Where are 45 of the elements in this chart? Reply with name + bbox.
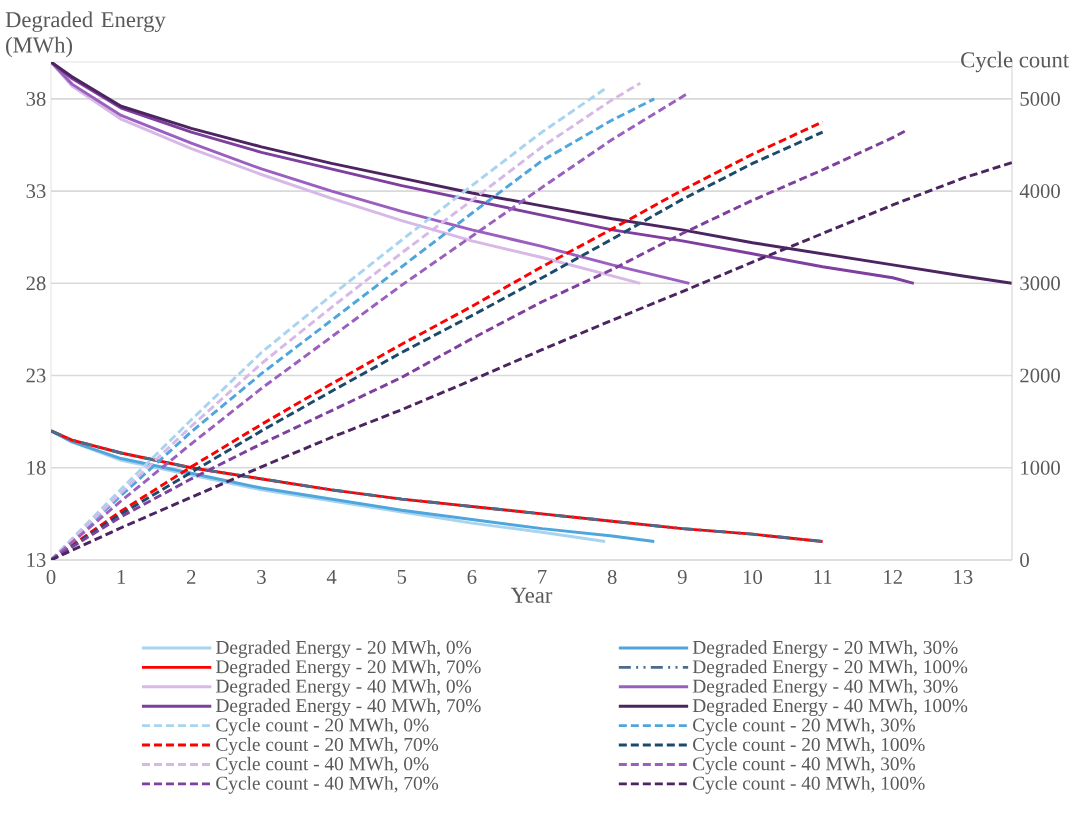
y2-tick-label: 4000 — [1019, 184, 1060, 199]
x-tick-label: 3 — [257, 570, 266, 584]
x-tick-label: 12 — [884, 570, 902, 584]
x-tick-label: 8 — [607, 570, 617, 584]
legend-label: Degraded Energy - 40 MWh, 30% — [692, 679, 958, 697]
x-tick-label: 4 — [326, 570, 337, 584]
legend-label: Cycle count - 40 MWh, 30% — [693, 756, 915, 775]
legend-label: Cycle count - 40 MWh, 0% — [216, 756, 429, 775]
y2-tick-label: 5000 — [1020, 91, 1060, 106]
y2-axis-title: Cycle count — [961, 51, 1070, 73]
y-axis-title: Degraded Energy (MWh) — [5, 11, 166, 58]
x-tick-label: 1 — [117, 570, 126, 584]
x-tick-label: 10 — [743, 570, 762, 584]
x-axis-title: Year — [510, 587, 553, 603]
legend-label: Cycle count - 20 MWh, 70% — [216, 737, 439, 755]
legend-label: Cycle count - 40 MWh, 100% — [693, 776, 925, 794]
x-tick-label: 7 — [538, 570, 547, 584]
legend-label: Degraded Energy - 40 MWh, 100% — [692, 698, 968, 717]
legend-label: Degraded Energy - 40 MWh, 0% — [215, 679, 472, 697]
x-tick-label: 5 — [397, 570, 407, 584]
legend-label: Degraded Energy - 20 MWh, 0% — [215, 640, 472, 658]
y-tick-label: 33 — [26, 184, 46, 199]
y-tick-label: 13 — [27, 553, 46, 567]
legend-label: Cycle count - 20 MWh, 100% — [693, 737, 925, 755]
legend-label: Degraded Energy - 20 MWh, 100% — [692, 659, 968, 678]
y-tick-label: 38 — [26, 91, 46, 106]
x-tick-label: 11 — [814, 570, 832, 584]
y-tick-label: 23 — [26, 368, 46, 383]
legend-label: Degraded Energy - 40 MWh, 70% — [215, 698, 481, 717]
legend-label: Cycle count - 40 MWh, 70% — [216, 776, 439, 794]
y2-tick-label: 1000 — [1021, 460, 1060, 475]
x-tick-label: 13 — [954, 570, 973, 584]
y-tick-label: 28 — [26, 276, 46, 291]
y2-tick-label: 3000 — [1020, 276, 1060, 291]
legend-label: Cycle count - 20 MWh, 30% — [693, 717, 915, 736]
y-tick-label: 18 — [27, 460, 46, 475]
x-tick-label: 0 — [46, 570, 56, 584]
x-tick-label: 2 — [187, 570, 196, 584]
legend-label: Cycle count - 20 MWh, 0% — [216, 717, 429, 736]
x-tick-label: 6 — [467, 570, 477, 584]
y2-tick-label: 0 — [1020, 553, 1029, 567]
x-tick-label: 9 — [677, 570, 687, 584]
legend-label: Degraded Energy - 20 MWh, 70% — [215, 659, 481, 678]
y2-tick-label: 2000 — [1020, 368, 1060, 383]
legend-label: Degraded Energy - 20 MWh, 30% — [692, 640, 958, 658]
